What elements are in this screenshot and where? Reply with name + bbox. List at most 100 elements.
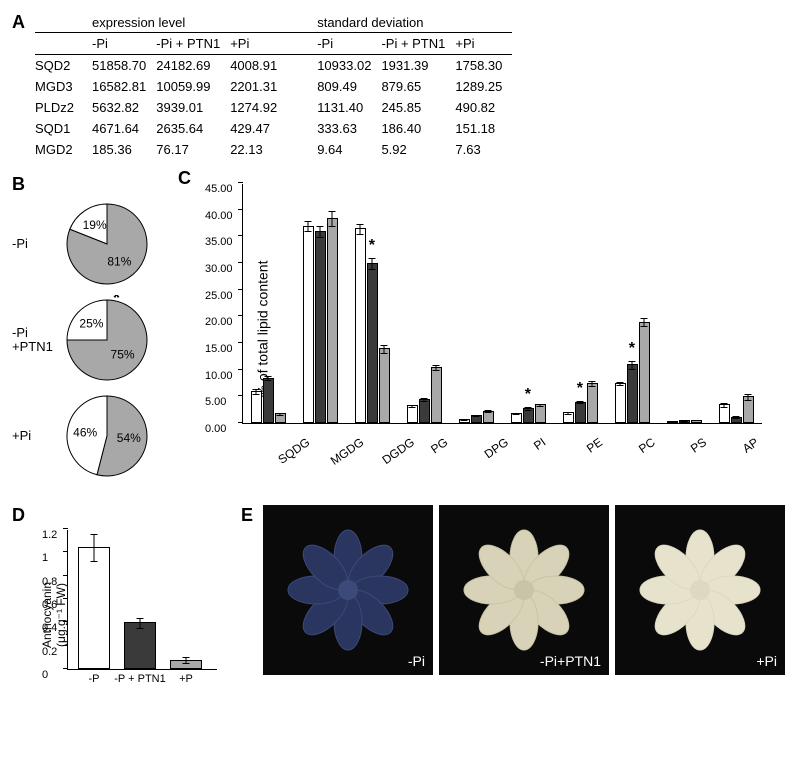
- plant-photo: +Pi: [615, 505, 785, 675]
- cell: 4671.64: [92, 118, 156, 139]
- bar-group: [251, 378, 286, 423]
- svg-text:81%: 81%: [107, 254, 131, 268]
- cell: 3939.01: [156, 97, 230, 118]
- pie-condition: +Pi: [12, 429, 62, 443]
- table-row: MGD2185.3676.1722.139.645.927.63: [35, 139, 512, 160]
- y-tick-label: 10.00: [205, 370, 233, 382]
- y-tick-label: 1: [42, 552, 48, 564]
- panel-a-label: A: [12, 12, 25, 33]
- cell: 1131.40: [317, 97, 381, 118]
- cell: 879.65: [381, 76, 455, 97]
- pie-condition: -Pi: [12, 237, 62, 251]
- y-tick-label: 25.00: [205, 290, 233, 302]
- cell: 1758.30: [455, 55, 512, 77]
- cell: 1289.25: [455, 76, 512, 97]
- cell: 4008.91: [230, 55, 287, 77]
- x-category-label: +P: [179, 673, 193, 685]
- y-tick-label: 0.00: [205, 423, 226, 435]
- bar: [303, 226, 314, 423]
- y-tick-label: 0.2: [42, 646, 57, 658]
- y-tick-label: 1.2: [42, 529, 57, 541]
- pie-row: +Pi 46% 54%: [12, 391, 182, 481]
- cell: 9.64: [317, 139, 381, 160]
- cell: 22.13: [230, 139, 287, 160]
- significance-star: *: [525, 386, 531, 404]
- bar: [523, 408, 534, 423]
- group-header-expr: expression level: [92, 12, 287, 33]
- x-category-label: SQDG: [275, 435, 312, 467]
- bar: [471, 415, 482, 423]
- pie-chart: 25% 75% *: [62, 295, 152, 385]
- table-group-header-row: expression level standard deviation: [35, 12, 512, 33]
- anthocyanin-chart: Anthocyanin (μg.g⁻¹ FW) 00.20.40.60.811.…: [67, 530, 227, 700]
- plant-icon: [273, 515, 423, 665]
- cell: 5.92: [381, 139, 455, 160]
- panel-c-label: C: [178, 168, 191, 189]
- y-tick-label: 0.4: [42, 622, 57, 634]
- bar: [327, 218, 338, 423]
- cell: 10933.02: [317, 55, 381, 77]
- plant-photo: -Pi+PTN1: [439, 505, 609, 675]
- panel-d: D Anthocyanin (μg.g⁻¹ FW) 00.20.40.60.81…: [12, 505, 227, 700]
- bar: [731, 417, 742, 423]
- table-row: SQD14671.642635.64429.47333.63186.40151.…: [35, 118, 512, 139]
- y-tick-label: 0: [42, 669, 48, 681]
- table-col-header-row: -Pi -Pi + PTN1 +Pi -Pi -Pi + PTN1 +Pi: [35, 33, 512, 55]
- group-header-sd: standard deviation: [317, 12, 512, 33]
- x-category-label: PE: [584, 435, 605, 456]
- bar: [78, 547, 110, 670]
- bar: [719, 404, 730, 423]
- col-header: -Pi + PTN1: [156, 33, 230, 55]
- row-label: PLDz2: [35, 97, 92, 118]
- y-tick-label: 35.00: [205, 236, 233, 248]
- bar: [170, 660, 202, 669]
- anth-y-label-l2: (μg.g⁻¹ FW): [54, 583, 68, 647]
- x-category-label: PC: [636, 435, 658, 456]
- bar: [263, 378, 274, 423]
- cell: 1274.92: [230, 97, 287, 118]
- row-label: SQD2: [35, 55, 92, 77]
- svg-text:75%: 75%: [111, 348, 135, 362]
- bar: [575, 402, 586, 423]
- bar: [535, 404, 546, 423]
- y-tick-label: 30.00: [205, 263, 233, 275]
- bar: [639, 322, 650, 423]
- photo-label: -Pi: [408, 653, 425, 669]
- y-tick-label: 40.00: [205, 210, 233, 222]
- plant-icon: [625, 515, 775, 665]
- cell: 7.63: [455, 139, 512, 160]
- col-header: +Pi: [455, 33, 512, 55]
- bar: [587, 383, 598, 423]
- x-category-label: MGDG: [328, 435, 367, 468]
- bar-group: [719, 396, 754, 423]
- cell: 2201.31: [230, 76, 287, 97]
- bar: [275, 413, 286, 423]
- bar: [407, 405, 418, 423]
- panel-c: C % of total lipid content 0.005.0010.00…: [182, 174, 785, 487]
- panel-e: -Pi -Pi+PTN1 +Pi: [263, 505, 785, 675]
- bar: [124, 622, 156, 669]
- svg-text:54%: 54%: [117, 431, 141, 445]
- table-row: MGD316582.8110059.992201.31809.49879.651…: [35, 76, 512, 97]
- cell: 10059.99: [156, 76, 230, 97]
- panel-d-label: D: [12, 505, 25, 525]
- cell: 185.36: [92, 139, 156, 160]
- bar: [615, 383, 626, 423]
- x-category-label: -P: [89, 673, 100, 685]
- svg-text:19%: 19%: [83, 218, 107, 232]
- col-header: -Pi: [317, 33, 381, 55]
- bar: [379, 348, 390, 423]
- photo-label: -Pi+PTN1: [540, 653, 601, 669]
- x-category-label: -P + PTN1: [114, 673, 165, 685]
- figure-root: A expression level standard deviation -P…: [12, 12, 785, 700]
- bar-group: [355, 228, 390, 423]
- bar-group: [407, 367, 442, 423]
- cell: 1931.39: [381, 55, 455, 77]
- col-header: -Pi: [92, 33, 156, 55]
- bar: [251, 391, 262, 423]
- cell: 333.63: [317, 118, 381, 139]
- bar: [355, 228, 366, 423]
- y-tick-label: 0.8: [42, 576, 57, 588]
- x-category-label: DGDG: [380, 435, 418, 467]
- cell: 5632.82: [92, 97, 156, 118]
